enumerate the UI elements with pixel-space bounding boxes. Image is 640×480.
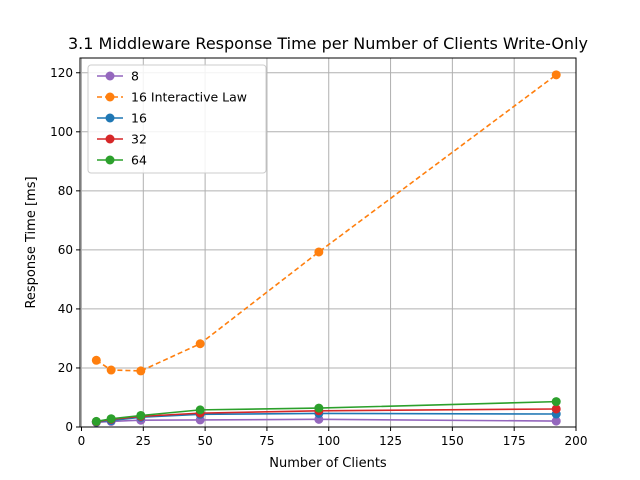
data-series [91,70,561,427]
data-point [551,397,561,407]
x-tick-label: 25 [136,434,151,448]
x-axis-ticks: 0 25 50 75 100 125 150 175 200 [78,427,588,448]
legend-marker [105,134,115,144]
y-tick-label: 100 [50,125,73,139]
y-tick-label: 120 [50,66,73,80]
legend-marker [105,71,115,81]
legend-marker [105,92,115,102]
data-point [106,365,116,375]
series-line [96,418,557,424]
grid-lines [80,58,577,428]
y-tick-label: 20 [58,361,73,375]
legend-label: 64 [131,153,147,168]
x-axis-label: Number of Clients [269,456,387,471]
legend-box [87,64,267,174]
data-point [136,366,146,376]
data-point [91,355,101,365]
data-point [551,70,561,80]
legend-marker [105,155,115,165]
data-point [195,405,205,415]
series-line [95,74,557,372]
legend: 8 16 Interactive Law 16 32 64 [87,64,267,174]
y-axis-ticks: 0 20 40 60 80 100 120 [50,66,80,434]
data-point [91,416,101,426]
y-tick-label: 0 [65,420,73,434]
legend-marker [105,113,115,123]
data-point [551,416,561,426]
x-tick-label: 0 [78,434,86,448]
legend-label: 16 Interactive Law [131,90,247,105]
y-axis-label: Response Time [ms] [24,176,39,308]
x-tick-label: 75 [259,434,274,448]
data-point [195,339,205,349]
data-point [551,404,561,414]
plot-frame [79,57,577,428]
chart-title: 3.1 Middleware Response Time per Number … [68,34,588,53]
x-tick-label: 100 [317,434,340,448]
data-point [136,410,146,420]
legend-label: 8 [131,69,139,84]
data-point [314,247,324,257]
x-tick-label: 50 [197,434,212,448]
x-tick-label: 200 [565,434,588,448]
data-point [314,403,324,413]
x-tick-label: 125 [379,434,402,448]
x-tick-label: 150 [441,434,464,448]
data-point [106,414,116,424]
y-tick-label: 80 [58,184,73,198]
legend-label: 16 [131,111,147,126]
legend-label: 32 [131,132,147,147]
y-tick-label: 60 [58,243,73,257]
x-tick-label: 175 [503,434,526,448]
y-tick-label: 40 [58,302,73,316]
